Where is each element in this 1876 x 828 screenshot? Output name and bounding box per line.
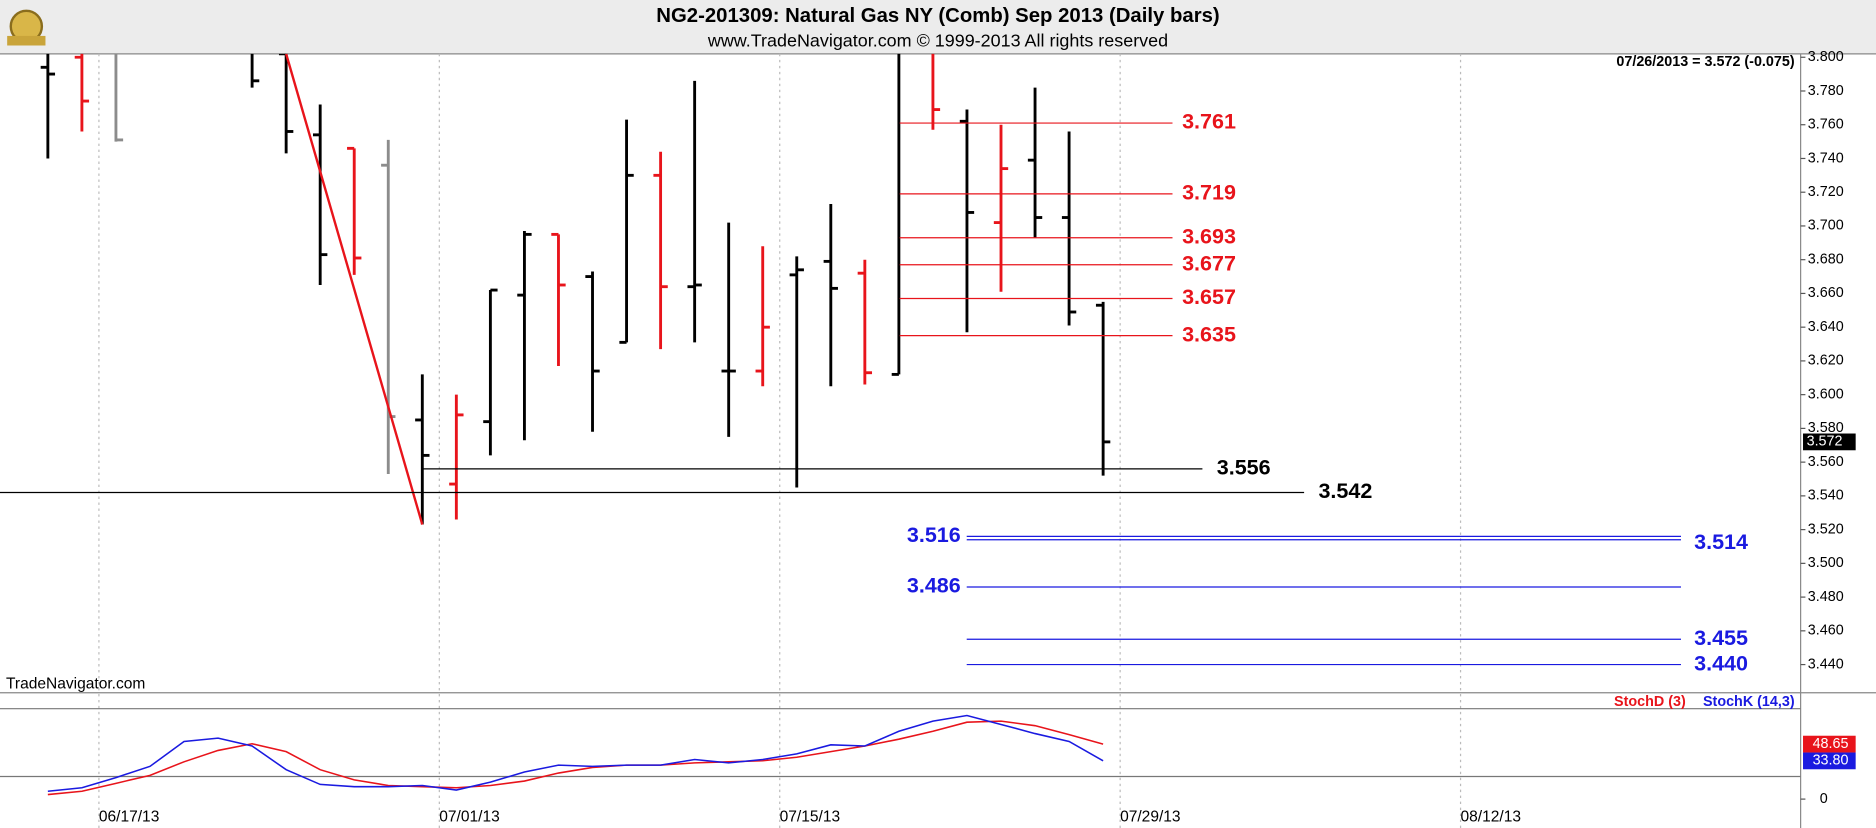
level-label: 3.693 [1182,224,1236,248]
axes: 06/17/13 07/01/13 07/15/13 07/29/13 08/12/13… [0,49,1856,825]
level-label: 3.516 [907,523,961,547]
x-tick-label: 07/15/13 [780,808,841,825]
y-tick-label: 3.620 [1808,353,1844,369]
stoch-last-box [1803,735,1856,753]
y-tick-label: 3.640 [1808,319,1844,335]
level-label: 3.514 [1694,530,1748,554]
y-tick-label: 3.800 [1808,49,1844,65]
x-tick-label: 08/12/13 [1460,808,1521,825]
legend-entry: StochK (14,3) [1703,694,1795,710]
y-tick-label: 3.700 [1808,218,1844,234]
x-tick-label: 06/17/13 [99,808,160,825]
y-tick-label: 3.680 [1808,251,1844,267]
level-label: 3.455 [1694,626,1748,650]
header-background [0,0,1876,54]
y-tick-label: 3.480 [1808,589,1844,605]
level-label: 3.635 [1182,322,1236,346]
y-tick-label: 3.660 [1808,285,1844,301]
last-price-label: 3.572 [1807,434,1843,450]
legend-entry: StochD (3) [1614,694,1686,710]
watermark: TradeNavigator.com [6,676,145,693]
level-label: 3.657 [1182,285,1236,309]
y-tick-label: 3.740 [1808,150,1844,166]
y-tick-label: 3.780 [1808,83,1844,99]
stoch-last-box [1803,752,1856,770]
chart-subtitle: www.TradeNavigator.com © 1999-2013 All r… [707,31,1168,51]
x-tick-label: 07/01/13 [439,808,500,825]
level-label: 3.486 [907,574,961,598]
y-tick-label: 3.440 [1808,656,1844,672]
grid [98,53,1462,828]
level-label: 3.719 [1182,181,1236,205]
level-label: 3.440 [1694,651,1748,675]
stoch-last-label: 48.65 [1813,736,1849,752]
last-price-box [1803,433,1856,451]
y-tick-label: 3.600 [1808,386,1844,402]
y-tick-label: 3.720 [1808,184,1844,200]
level-label: 3.542 [1318,479,1372,503]
level-label: 3.556 [1217,456,1271,480]
stoch-y-tick-label: 0 [1820,791,1828,807]
y-tick-label: 3.540 [1808,488,1844,504]
stoch-panel [0,708,1801,796]
stoch-line [47,720,1104,796]
price-panel [40,53,1111,525]
y-tick-label: 3.460 [1808,623,1844,639]
stoch-last-label: 33.80 [1813,753,1849,769]
trendline [284,53,424,525]
last-price-info: 07/26/2013 = 3.572 (-0.075) [1616,54,1794,70]
chart-title: NG2-201309: Natural Gas NY (Comb) Sep 20… [656,5,1219,27]
y-tick-label: 3.560 [1808,454,1844,470]
level-label: 3.677 [1182,251,1236,275]
stoch-line [47,714,1104,793]
x-tick-label: 07/29/13 [1120,808,1181,825]
y-tick-label: 3.520 [1808,521,1844,537]
y-tick-label: 3.500 [1808,555,1844,571]
level-label: 3.761 [1182,110,1236,134]
logo [7,9,46,46]
y-tick-label: 3.760 [1808,117,1844,133]
y-tick-label: 3.580 [1808,420,1844,436]
